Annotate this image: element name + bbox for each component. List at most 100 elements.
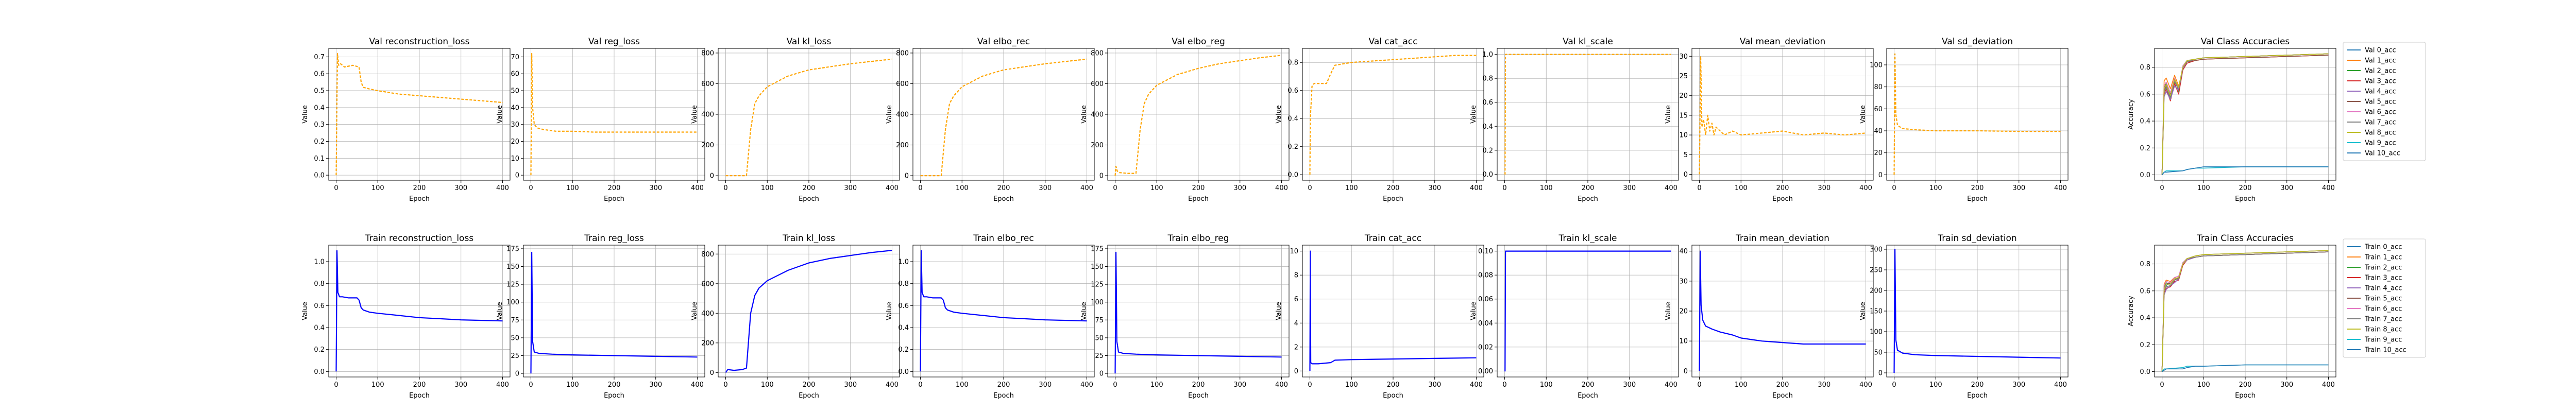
x-tick-label: 400 xyxy=(1080,184,1093,192)
x-tick-label: 400 xyxy=(496,381,509,389)
chart-title: Val mean_deviation xyxy=(1740,37,1826,47)
x-tick-label: 100 xyxy=(1345,184,1358,192)
chart-panel-8: 0 100 200 300 400 0 5 10 15 20 25 30 Val mean_deviat… xyxy=(1665,37,1874,203)
x-tick-label: 0 xyxy=(1113,184,1117,192)
y-tick-label: 600 xyxy=(1091,80,1104,88)
x-tick-label: 0 xyxy=(723,184,727,192)
y-tick-label: 200 xyxy=(701,142,714,149)
chart-panel-2: 0 100 200 300 400 0 10 20 30 40 50 60 70 Val reg_loss… xyxy=(496,37,705,203)
y-tick-label: 40 xyxy=(1874,128,1883,135)
x-tick-label: 400 xyxy=(1859,381,1872,389)
y-tick-label: 300 xyxy=(1870,246,1883,254)
chart-title: Val elbo_rec xyxy=(977,37,1030,47)
y-tick-label: 50 xyxy=(1095,334,1104,342)
legend-entry: Val 8_acc xyxy=(2365,129,2396,137)
y-tick-label: 25 xyxy=(511,352,519,360)
y-tick-label: 200 xyxy=(896,142,909,149)
y-tick-label: 0 xyxy=(515,172,519,180)
y-tick-label: 0.6 xyxy=(898,302,909,310)
chart-panel-17: 0 100 200 300 400 0.00 0.02 0.04 0.06 0.08 0.10 Tra… xyxy=(1470,233,1679,400)
series-line-11 xyxy=(2161,166,2329,176)
y-tick-label: 175 xyxy=(1091,245,1104,253)
x-tick-label: 0 xyxy=(918,381,922,389)
x-tick-label: 0 xyxy=(1892,381,1896,389)
y-axis-label: Value xyxy=(301,105,309,124)
y-tick-label: 0.5 xyxy=(314,88,325,95)
legend-entry: Train 2_acc xyxy=(2364,264,2402,272)
x-axis-label: Epoch xyxy=(1383,392,1403,400)
x-tick-label: 0 xyxy=(334,184,338,192)
y-tick-label: 6 xyxy=(1294,296,1298,303)
y-tick-label: 0.8 xyxy=(2140,64,2150,72)
series-line-1 xyxy=(725,250,892,373)
y-tick-label: 0.4 xyxy=(1482,123,1493,131)
y-tick-label: 0.04 xyxy=(1478,320,1493,328)
x-axis-label: Epoch xyxy=(799,195,819,203)
legend-entry: Val 3_acc xyxy=(2365,78,2396,85)
x-tick-label: 100 xyxy=(956,184,969,192)
x-axis-label: Epoch xyxy=(1188,195,1209,203)
x-tick-label: 200 xyxy=(1192,381,1205,389)
y-tick-label: 20 xyxy=(511,138,519,146)
x-tick-label: 200 xyxy=(608,184,621,192)
chart-title: Val sd_deviation xyxy=(1942,37,2013,47)
series-line-1 xyxy=(530,251,698,374)
y-tick-label: 0.02 xyxy=(1478,344,1493,351)
y-tick-label: 800 xyxy=(701,49,714,57)
x-tick-label: 200 xyxy=(413,381,426,389)
legend-entry: Val 2_acc xyxy=(2365,67,2396,75)
y-tick-label: 30 xyxy=(1679,278,1688,285)
y-tick-label: 0.2 xyxy=(2140,145,2150,152)
chart-title: Train kl_loss xyxy=(782,233,835,244)
y-tick-label: 4 xyxy=(1294,320,1298,328)
series-line-1 xyxy=(1699,56,1866,175)
x-tick-label: 400 xyxy=(1665,184,1677,192)
x-tick-label: 400 xyxy=(1470,184,1483,192)
y-tick-label: 0 xyxy=(905,173,909,180)
y-tick-label: 600 xyxy=(896,80,909,88)
y-tick-label: 0.4 xyxy=(2140,315,2150,322)
chart-title: Train cat_acc xyxy=(1364,233,1421,244)
x-tick-label: 200 xyxy=(1776,184,1789,192)
x-tick-label: 100 xyxy=(566,184,579,192)
y-tick-label: 250 xyxy=(1870,267,1883,274)
x-tick-label: 400 xyxy=(1470,381,1483,389)
y-tick-label: 60 xyxy=(1874,106,1883,113)
x-tick-label: 200 xyxy=(1971,184,1984,192)
y-tick-label: 800 xyxy=(896,49,909,57)
chart-title: Val elbo_reg xyxy=(1172,37,1225,47)
y-tick-label: 0.4 xyxy=(314,104,325,112)
y-tick-label: 0.0 xyxy=(2140,171,2150,179)
x-tick-label: 200 xyxy=(2239,184,2252,192)
chart-title: Train kl_scale xyxy=(1558,233,1617,244)
x-tick-label: 0 xyxy=(1113,381,1117,389)
y-axis-label: Value xyxy=(691,105,699,124)
x-tick-label: 300 xyxy=(1039,184,1052,192)
series-line-1 xyxy=(335,250,503,372)
x-tick-label: 300 xyxy=(649,381,662,389)
x-tick-label: 400 xyxy=(2322,381,2335,389)
y-tick-label: 0.2 xyxy=(1287,143,1298,151)
x-tick-label: 100 xyxy=(1540,184,1553,192)
y-tick-label: 600 xyxy=(701,280,714,288)
y-tick-label: 30 xyxy=(511,121,519,129)
x-tick-label: 300 xyxy=(2012,381,2025,389)
x-tick-label: 0 xyxy=(2160,184,2164,192)
y-tick-label: 0 xyxy=(1878,370,1883,377)
series-line-1 xyxy=(1893,248,2061,373)
y-tick-label: 0.2 xyxy=(898,346,909,354)
x-axis-label: Epoch xyxy=(1383,195,1403,203)
y-tick-label: 0 xyxy=(1294,368,1298,375)
x-tick-label: 200 xyxy=(608,381,621,389)
y-tick-label: 0.8 xyxy=(898,280,909,288)
x-axis-label: Epoch xyxy=(409,392,430,400)
legend-entry: Train 10_acc xyxy=(2364,347,2406,354)
x-tick-label: 300 xyxy=(1233,381,1246,389)
y-axis-label: Value xyxy=(1080,302,1088,320)
x-tick-label: 400 xyxy=(886,184,899,192)
chart-title: Train reconstruction_loss xyxy=(365,233,473,244)
x-tick-label: 300 xyxy=(1233,184,1246,192)
y-tick-label: 1.0 xyxy=(1482,51,1493,59)
chart-title: Val reg_loss xyxy=(588,37,640,47)
x-tick-label: 100 xyxy=(1540,381,1553,389)
